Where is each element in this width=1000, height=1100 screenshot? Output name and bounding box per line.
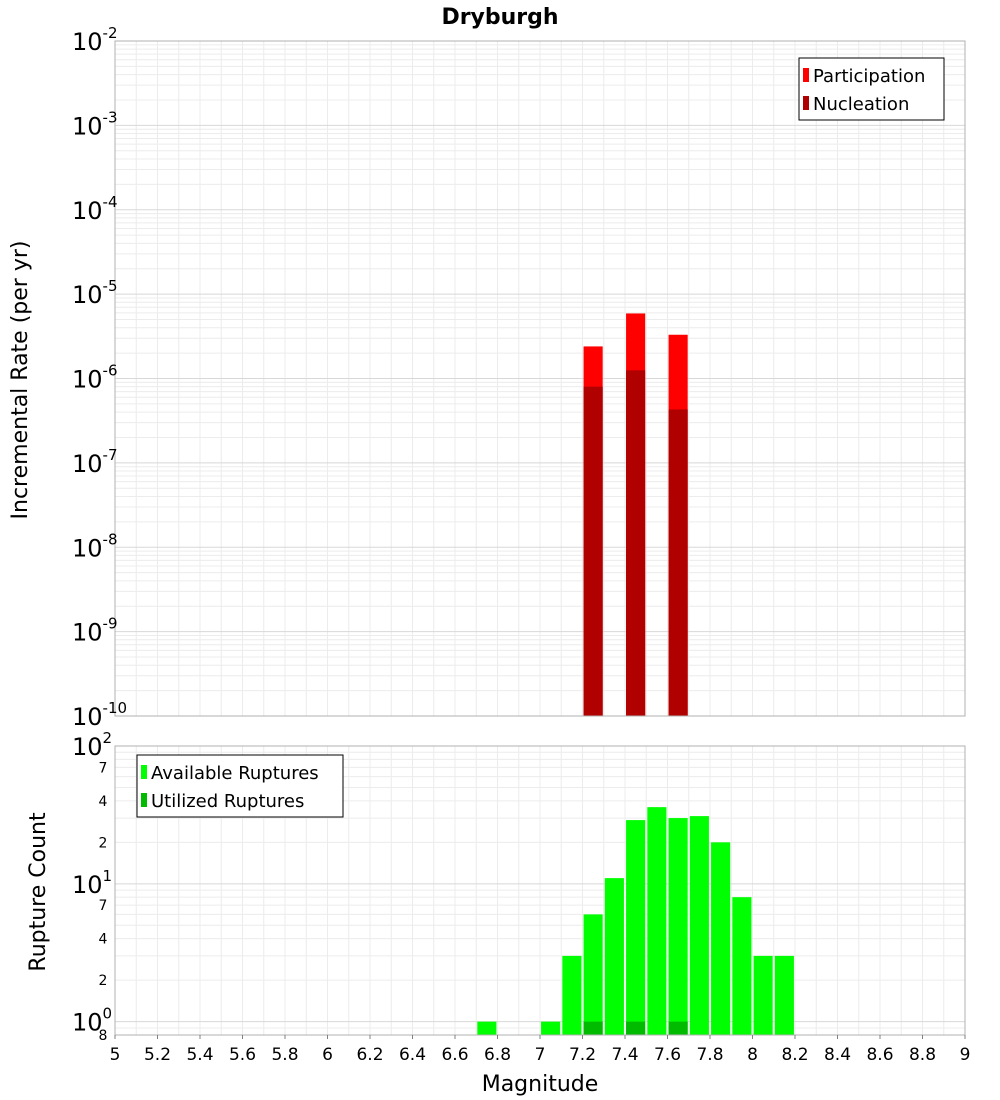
bar (647, 807, 667, 1035)
y-tick-label: 101 (72, 867, 112, 899)
x-tick-label: 5.2 (144, 1045, 171, 1065)
y-tick-label: 10-6 (72, 362, 118, 394)
bar (732, 897, 752, 1035)
bar (583, 1021, 603, 1035)
x-tick-label: 6.4 (399, 1045, 426, 1065)
x-tick-label: 6.2 (356, 1045, 383, 1065)
bottom-y-ticks: 100 101 102 8 2 4 7 2 4 7 (72, 729, 112, 1044)
y-minor-tick-label: 7 (99, 760, 108, 776)
bar (668, 1021, 688, 1035)
bottom-legend: Available Ruptures Utilized Ruptures (136, 754, 344, 818)
bottom-y-axis-label: Rupture Count (26, 812, 51, 972)
bar (626, 370, 646, 716)
y-minor-tick-label: 4 (99, 932, 108, 948)
y-tick-label: 10-3 (72, 108, 118, 140)
x-tick-label: 7.8 (696, 1045, 723, 1065)
x-tick-label: 7.2 (569, 1045, 596, 1065)
legend-swatch (803, 96, 809, 110)
legend-swatch (803, 68, 809, 82)
x-tick-label: 5 (110, 1045, 121, 1065)
bar (711, 842, 731, 1035)
grid-lines (114, 40, 966, 1036)
x-tick-label: 7.4 (611, 1045, 638, 1065)
y-minor-tick-label: 2 (99, 835, 108, 851)
y-tick-label: 102 (72, 729, 112, 761)
chart-title: Dryburgh (441, 5, 558, 30)
bar (562, 955, 582, 1035)
y-tick-label: 10-9 (72, 615, 118, 647)
bar (541, 1021, 561, 1035)
legend-box (136, 754, 344, 818)
bar (477, 1021, 497, 1035)
legend-entry: Nucleation (813, 94, 909, 115)
bar (626, 820, 646, 1035)
x-tick-label: 6.6 (441, 1045, 468, 1065)
x-tick-label: 8 (747, 1045, 758, 1065)
series-utilized-ruptures (583, 1021, 688, 1035)
legend-swatch (141, 765, 147, 779)
y-minor-tick-label: 2 (99, 973, 108, 989)
x-axis-label: Magnitude (482, 1072, 599, 1097)
legend-box (798, 57, 945, 121)
x-tick-label: 5.6 (229, 1045, 256, 1065)
x-tick-label: 7 (535, 1045, 546, 1065)
x-tick-label: 8.2 (781, 1045, 808, 1065)
y-tick-label: 10-4 (72, 193, 118, 225)
legend-swatch (141, 793, 147, 807)
x-tick-label: 9 (960, 1045, 971, 1065)
y-tick-label: 10-10 (72, 699, 127, 731)
x-tick-label: 8.4 (824, 1045, 851, 1065)
y-minor-tick-label: 8 (99, 1028, 108, 1044)
bar (774, 955, 794, 1035)
y-tick-label: 100 (72, 1005, 112, 1037)
legend-entry: Utilized Ruptures (151, 791, 304, 812)
x-tick-label: 6.8 (484, 1045, 511, 1065)
bar (668, 409, 688, 716)
bar (689, 816, 709, 1035)
series-available-ruptures (477, 807, 794, 1035)
x-tick-label: 8.8 (909, 1045, 936, 1065)
bar (753, 955, 773, 1035)
top-y-axis-label: Incremental Rate (per yr) (8, 241, 33, 520)
plot-frame (114, 40, 966, 717)
x-tick-label: 6 (322, 1045, 333, 1065)
bar (583, 386, 603, 716)
y-tick-label: 10-8 (72, 530, 118, 562)
x-tick-label: 5.8 (271, 1045, 298, 1065)
series-nucleation (583, 370, 688, 716)
x-tick-label: 5.4 (186, 1045, 213, 1065)
legend-entry: Participation (813, 66, 925, 87)
legend-entry: Available Ruptures (151, 763, 319, 784)
top-y-ticks: 10-10 10-9 10-8 10-7 10-6 10-5 10-4 10-3 10-2 (72, 24, 127, 731)
y-tick-label: 10-2 (72, 24, 118, 56)
y-tick-label: 10-7 (72, 446, 118, 478)
bar (583, 914, 603, 1035)
bar (604, 878, 624, 1035)
y-minor-tick-label: 7 (99, 898, 108, 914)
x-ticks: 5 5.2 5.4 5.6 5.8 6 6.2 6.4 6.6 6.8 7 7.2 7.4 7.6 7.8 8… (110, 1035, 971, 1065)
y-tick-label: 10-5 (72, 277, 118, 309)
bar (626, 1021, 646, 1035)
bar (668, 818, 688, 1035)
top-legend: Participation Nucleation (798, 57, 945, 121)
x-tick-label: 8.6 (866, 1045, 893, 1065)
x-tick-label: 7.6 (654, 1045, 681, 1065)
y-minor-tick-label: 4 (99, 794, 108, 810)
